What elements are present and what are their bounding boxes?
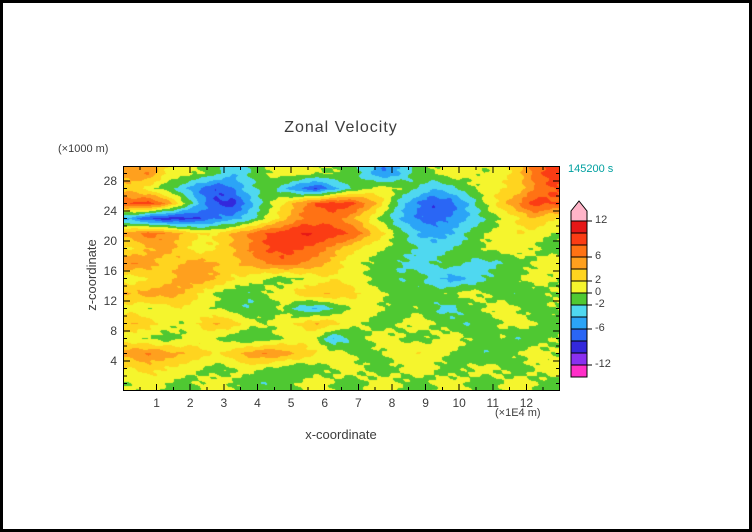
x-tick-label: 10 (452, 396, 466, 410)
y-axis-label: z-coordinate (84, 239, 99, 311)
y-tick-label: 28 (103, 174, 117, 188)
colorbar-segment (570, 340, 588, 354)
colorbar-tick-label: 12 (595, 214, 608, 226)
colorbar-segment (570, 256, 588, 270)
x-axis-label: x-coordinate (305, 427, 377, 442)
colorbar-segment (570, 364, 588, 378)
x-tick-label: 12 (519, 396, 534, 410)
x-tick-label: 11 (486, 396, 499, 410)
x-tick-label: 2 (186, 396, 194, 410)
y-tick-label: 8 (110, 324, 117, 338)
colorbar-segment (570, 292, 588, 306)
x-axis-unit-label: (×1E4 m) (495, 407, 541, 419)
colorbar-segment (570, 328, 588, 342)
y-axis-unit-label: (×1000 m) (58, 143, 109, 155)
y-tick-label: 12 (103, 294, 117, 308)
colorbar-tick-label: -6 (595, 322, 605, 334)
colorbar-tick-label: 0 (595, 286, 602, 298)
x-tick-label: 1 (153, 396, 160, 410)
x-tick-label: 9 (422, 396, 429, 410)
colorbar-tick-label: 2 (595, 274, 602, 286)
colorbar-segment (570, 316, 588, 330)
x-tick-label: 4 (254, 396, 261, 410)
x-tick-label: 6 (321, 396, 329, 410)
colorbar-tick-label: -2 (595, 298, 605, 310)
x-tick-label: 5 (287, 396, 295, 410)
colorbar-tick-label: -12 (595, 358, 611, 370)
colorbar-segment (570, 220, 588, 234)
colorbar-segment (570, 280, 588, 294)
x-tick-label: 7 (354, 396, 362, 410)
y-tick-label: 24 (103, 204, 117, 218)
y-tick-label: 20 (103, 234, 117, 248)
colorbar-segment (570, 232, 588, 246)
chart-title: Zonal Velocity (284, 119, 398, 136)
x-tick-label: 8 (388, 396, 396, 410)
colorbar-segment (570, 268, 588, 282)
colorbar-segment (570, 304, 588, 318)
timestamp-label: 145200 s (568, 163, 614, 175)
colorbar-segment (570, 244, 588, 258)
x-tick-label: 3 (220, 396, 228, 410)
colorbar-tick-label: 6 (595, 250, 602, 262)
y-tick-label: 4 (110, 354, 117, 368)
heatmap-canvas (123, 166, 560, 391)
colorbar-segment (570, 352, 588, 366)
colorbar-arrow (570, 200, 588, 222)
colorbar-tick-marks (587, 220, 592, 366)
y-tick-label: 16 (103, 264, 117, 278)
